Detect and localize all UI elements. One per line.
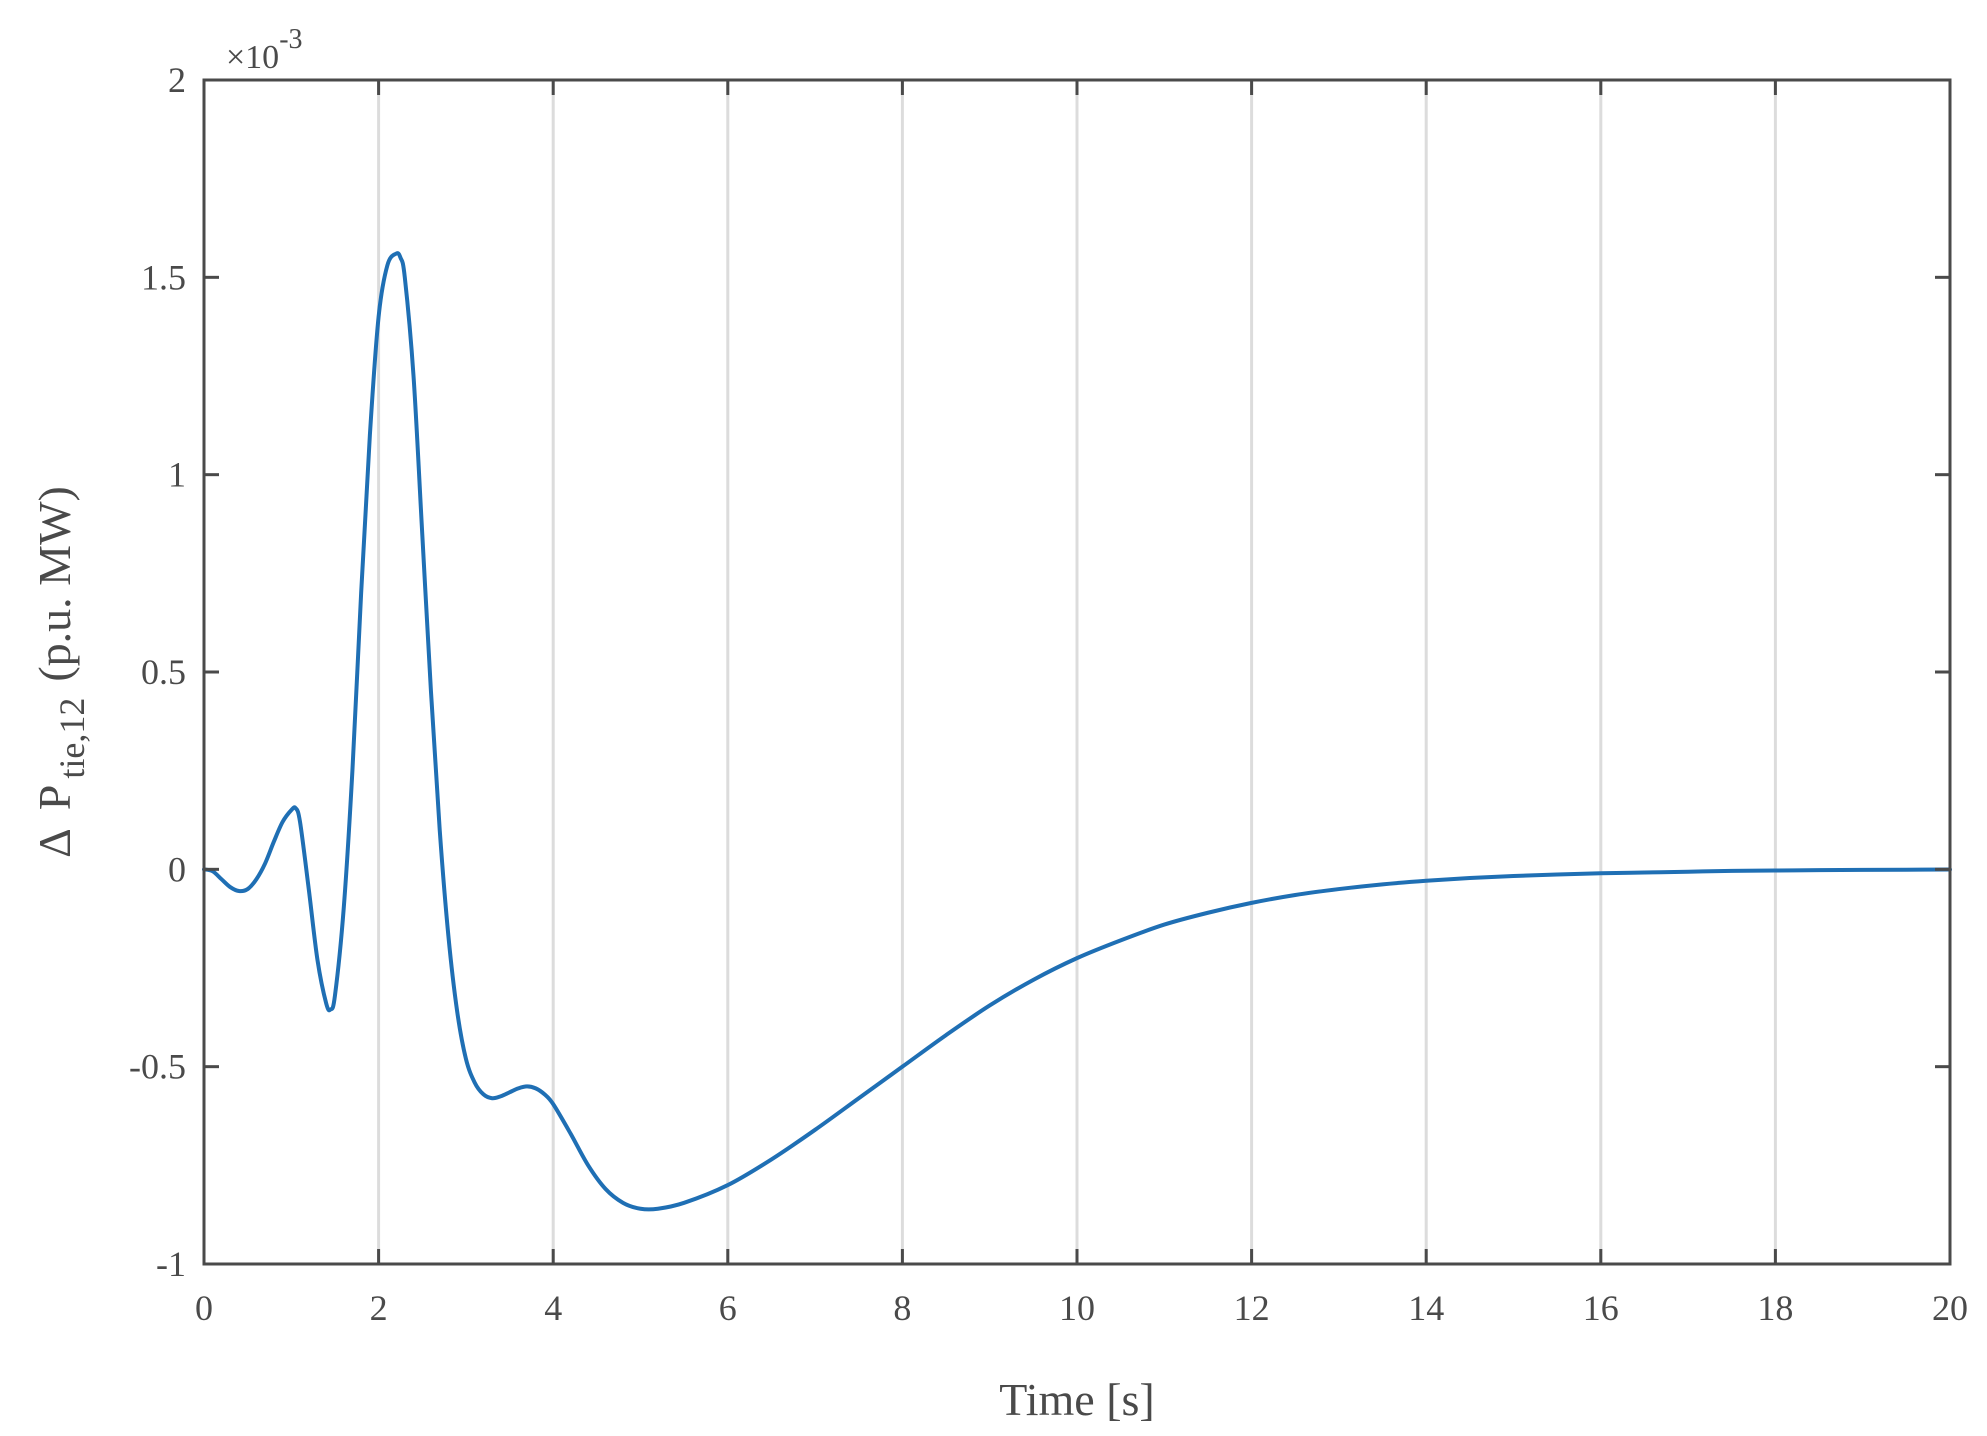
- x-tick-label: 12: [1234, 1288, 1270, 1328]
- y-tick-label: -1: [156, 1244, 186, 1284]
- x-tick-label: 16: [1583, 1288, 1619, 1328]
- y-axis-label-unit: (p.u. MW): [29, 486, 80, 681]
- y-multiplier: ×10-3: [226, 24, 303, 76]
- x-tick-labels: 0 2 4 6 8 10 12 14 16 18 20: [195, 1288, 1968, 1328]
- x-tick-label: 2: [370, 1288, 388, 1328]
- x-tick-label: 10: [1059, 1288, 1095, 1328]
- x-tick-label: 18: [1757, 1288, 1793, 1328]
- y-tick-labels: -1 -0.5 0 0.5 1 1.5 2: [129, 60, 186, 1284]
- y-multiplier-base: ×10: [226, 39, 279, 76]
- x-tick-label: 0: [195, 1288, 213, 1328]
- y-tick-label: 1.5: [141, 257, 186, 297]
- y-tick-label: 0.5: [141, 652, 186, 692]
- y-tick-label: 1: [168, 455, 186, 495]
- series-line: [202, 251, 1952, 1212]
- x-tick-label: 20: [1932, 1288, 1968, 1328]
- grid-lines: [377, 80, 1777, 1264]
- y-tick-label: 2: [168, 60, 186, 100]
- x-tick-label: 6: [719, 1288, 737, 1328]
- y-axis-label-subscript: tie,12: [52, 698, 92, 779]
- y-tick-label: 0: [168, 849, 186, 889]
- y-axis-label: ΔPtie,12 (p.u. MW): [29, 486, 92, 858]
- x-tick-label: 8: [893, 1288, 911, 1328]
- x-axis-label: Time [s]: [999, 1374, 1155, 1425]
- y-axis-label-symbol: P: [29, 785, 80, 811]
- series-layer: [202, 251, 1952, 1212]
- x-tick-label: 14: [1408, 1288, 1444, 1328]
- y-axis-label-delta: Δ: [29, 828, 80, 858]
- y-multiplier-exponent: -3: [279, 24, 302, 55]
- x-tick-label: 4: [544, 1288, 562, 1328]
- y-tick-label: -0.5: [129, 1047, 186, 1087]
- tick-marks: [202, 78, 1952, 1266]
